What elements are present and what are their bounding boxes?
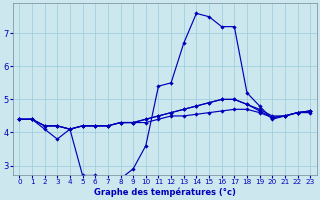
X-axis label: Graphe des températures (°c): Graphe des températures (°c) xyxy=(94,187,236,197)
